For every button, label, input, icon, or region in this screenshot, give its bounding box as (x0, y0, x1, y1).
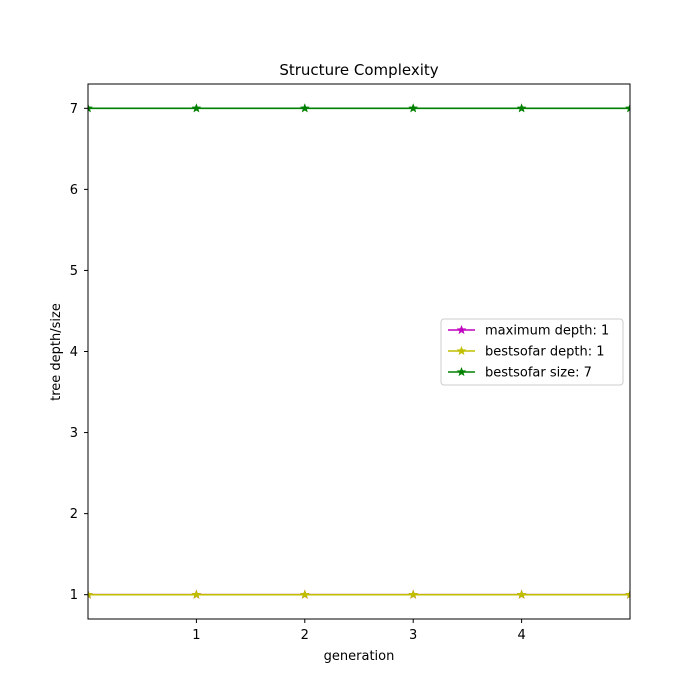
x-tick-label: 4 (517, 628, 525, 643)
series-2 (88, 589, 630, 599)
x-tick-label: 3 (409, 628, 417, 643)
legend-item: bestsofar size: 7 (448, 366, 592, 381)
series-3 (88, 103, 630, 113)
x-axis-title: generation (324, 649, 395, 664)
data-point (191, 103, 202, 113)
legend-item: bestsofar depth: 1 (448, 345, 605, 360)
legend-marker (456, 345, 467, 356)
y-tick-label: 7 (70, 102, 78, 117)
y-tick-label: 4 (70, 345, 78, 360)
y-tick-label: 5 (70, 264, 78, 279)
chart-title: Structure Complexity (279, 61, 438, 79)
legend-marker (456, 366, 467, 377)
plot-area (88, 103, 630, 599)
y-tick-label: 3 (70, 426, 78, 441)
data-point (191, 589, 202, 599)
data-point (516, 103, 527, 113)
data-point (300, 103, 310, 113)
x-tick-label: 1 (192, 628, 200, 643)
data-point (625, 103, 630, 113)
legend-label: maximum depth: 1 (485, 324, 609, 339)
data-point (88, 589, 93, 599)
legend-label: bestsofar size: 7 (485, 366, 592, 381)
legend-marker (456, 324, 467, 335)
legend: maximum depth: 1 bestsofar depth: 1 bestso… (440, 318, 624, 386)
legend-label: bestsofar depth: 1 (485, 345, 605, 360)
x-tick-label: 2 (301, 628, 309, 643)
y-tick-label: 1 (70, 588, 78, 603)
data-point (516, 589, 527, 599)
y-axis-title: tree depth/size (49, 303, 64, 401)
legend-box (440, 318, 624, 386)
data-point (625, 589, 630, 599)
data-point (408, 103, 418, 113)
data-point (88, 103, 93, 113)
data-point (300, 589, 310, 599)
x-axis: 1 2 3 4 (192, 619, 526, 643)
legend-item: maximum depth: 1 (448, 324, 609, 339)
data-point (408, 589, 418, 599)
y-tick-label: 2 (70, 507, 78, 522)
y-tick-label: 6 (70, 183, 78, 198)
y-axis: 1 2 3 4 5 6 7 (70, 102, 88, 603)
